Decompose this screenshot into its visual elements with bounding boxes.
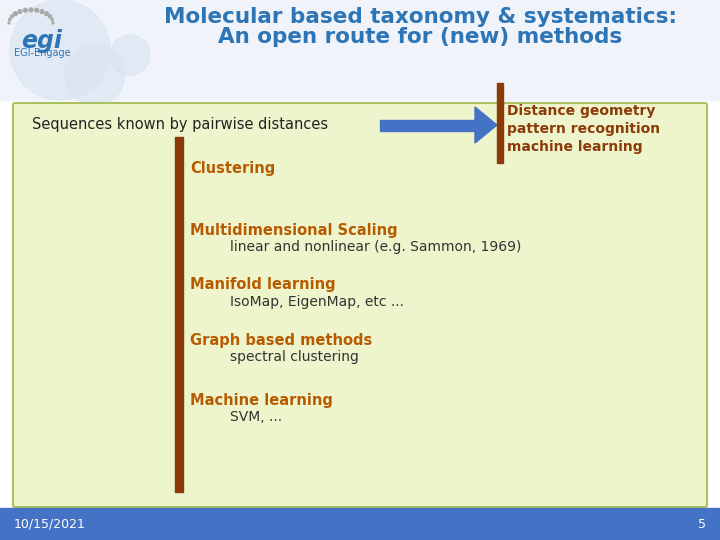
Bar — [380, 119, 475, 131]
Text: IsoMap, EigenMap, etc ...: IsoMap, EigenMap, etc ... — [230, 295, 404, 309]
Circle shape — [51, 18, 53, 21]
Circle shape — [48, 15, 52, 18]
Text: Machine learning: Machine learning — [190, 393, 333, 408]
Text: 10/15/2021: 10/15/2021 — [14, 517, 86, 530]
Text: Clustering: Clustering — [190, 160, 275, 176]
Bar — [175, 137, 183, 492]
Circle shape — [10, 15, 14, 18]
Text: Multidimensional Scaling: Multidimensional Scaling — [190, 222, 397, 238]
Circle shape — [9, 18, 11, 21]
Text: SVM, ...: SVM, ... — [230, 410, 282, 424]
Circle shape — [14, 12, 17, 16]
Polygon shape — [475, 107, 497, 143]
Text: Manifold learning: Manifold learning — [190, 278, 336, 293]
Text: Sequences known by pairwise distances: Sequences known by pairwise distances — [32, 118, 328, 132]
Text: Distance geometry: Distance geometry — [507, 104, 655, 118]
Circle shape — [8, 22, 10, 24]
Circle shape — [52, 22, 54, 24]
Circle shape — [10, 0, 110, 100]
Text: linear and nonlinear (e.g. Sammon, 1969): linear and nonlinear (e.g. Sammon, 1969) — [230, 240, 521, 254]
Text: Graph based methods: Graph based methods — [190, 333, 372, 348]
Text: 5: 5 — [698, 517, 706, 530]
Circle shape — [45, 12, 48, 16]
Circle shape — [40, 10, 44, 14]
FancyBboxPatch shape — [13, 103, 707, 507]
Text: Molecular based taxonomy & systematics:: Molecular based taxonomy & systematics: — [163, 7, 677, 27]
Text: spectral clustering: spectral clustering — [230, 350, 359, 364]
Text: egi: egi — [22, 29, 63, 53]
Text: An open route for (new) methods: An open route for (new) methods — [218, 27, 622, 47]
Text: pattern recognition: pattern recognition — [507, 122, 660, 136]
Text: machine learning: machine learning — [507, 140, 643, 154]
Circle shape — [35, 8, 39, 12]
Bar — [0, 508, 720, 540]
Bar — [0, 0, 720, 100]
Text: EGI-Engage: EGI-Engage — [14, 48, 71, 58]
Circle shape — [29, 8, 33, 12]
Circle shape — [24, 8, 27, 12]
Circle shape — [110, 35, 150, 75]
Circle shape — [18, 10, 22, 14]
Bar — [497, 83, 503, 163]
Circle shape — [65, 45, 125, 105]
